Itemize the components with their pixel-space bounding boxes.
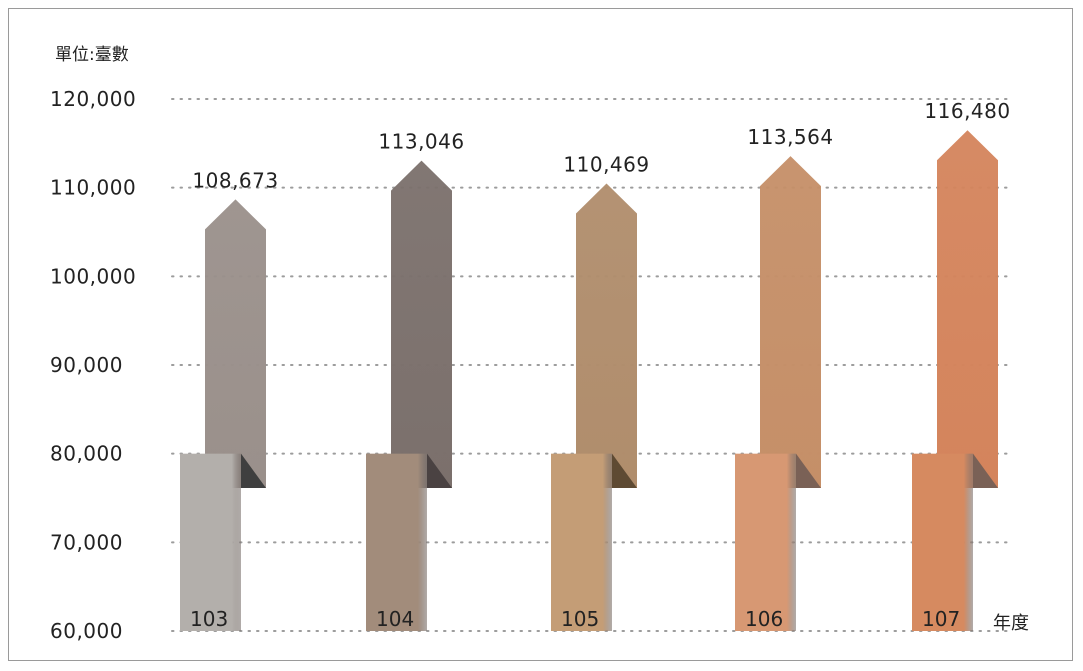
bar-lower-block: [551, 453, 612, 631]
bar-upper-arrow: [205, 199, 266, 488]
bar-lower-block: [735, 453, 796, 631]
x-tick-label: 107: [922, 607, 960, 631]
bar-upper-arrow: [576, 183, 637, 489]
bar-lower-block: [180, 453, 241, 631]
unit-label: 單位:臺數: [55, 45, 129, 65]
x-tick-label: 106: [745, 607, 783, 631]
y-tick-label: 60,000: [50, 619, 123, 643]
y-axis-ticks: 60,000 70,000 80,000 90,000 100,000 110,000 12…: [50, 87, 136, 643]
bar-upper-arrow: [391, 160, 452, 488]
x-axis-label: 年度: [993, 613, 1029, 634]
bar-fold-shadow: [427, 453, 452, 488]
bar-104: [366, 160, 452, 631]
data-label: 108,673: [192, 168, 278, 192]
y-tick-label: 100,000: [50, 264, 136, 288]
bar-fold-shadow: [973, 453, 998, 488]
x-tick-label: 105: [561, 607, 599, 631]
data-label: 113,564: [747, 125, 833, 149]
bars: [180, 130, 998, 631]
y-tick-label: 70,000: [50, 530, 123, 554]
bar-upper-arrow: [937, 130, 998, 488]
data-label: 116,480: [924, 99, 1010, 123]
bar-107: [912, 130, 998, 631]
bar-labels: 103 108,673 104 113,046 105 110,469 106 113,564…: [190, 99, 1010, 631]
data-label: 113,046: [378, 130, 464, 154]
bar-105: [551, 183, 637, 631]
y-tick-label: 80,000: [50, 442, 123, 466]
bar-fold-shadow: [241, 453, 266, 488]
y-tick-label: 120,000: [50, 87, 136, 111]
data-label: 110,469: [563, 153, 649, 177]
bar-106: [735, 156, 821, 631]
bar-fold-shadow: [796, 453, 821, 488]
bar-lower-block: [912, 453, 973, 631]
x-tick-label: 103: [190, 607, 228, 631]
x-tick-label: 104: [376, 607, 414, 631]
bar-lower-block: [366, 453, 427, 631]
bar-upper-arrow: [760, 156, 821, 489]
bar-fold-shadow: [612, 453, 637, 488]
y-tick-label: 110,000: [50, 176, 136, 200]
bar-103: [180, 199, 266, 631]
y-tick-label: 90,000: [50, 353, 123, 377]
